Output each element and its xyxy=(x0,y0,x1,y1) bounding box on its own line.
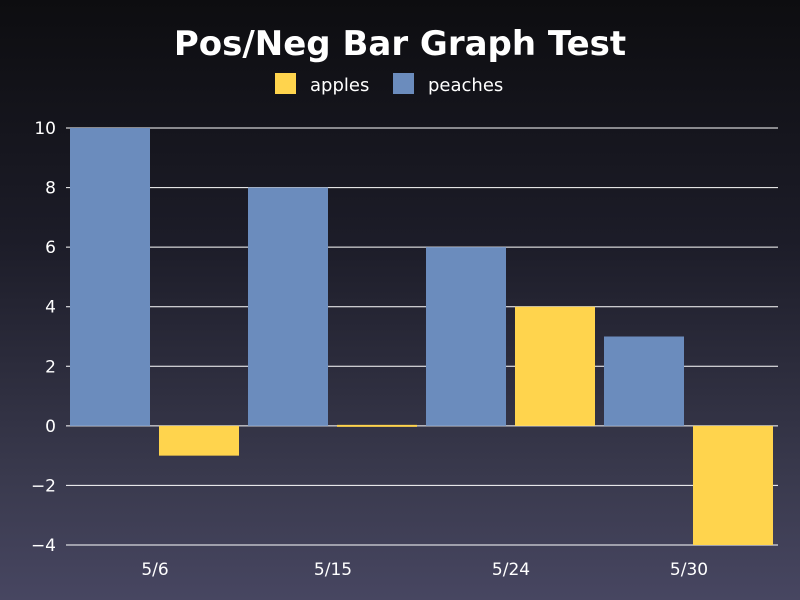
x-tick-label: 5/24 xyxy=(492,560,530,580)
legend-label-peaches: peaches xyxy=(428,75,503,96)
bar-peaches-5-6 xyxy=(70,128,150,426)
x-tick-label: 5/15 xyxy=(314,560,352,580)
y-tick-label: −4 xyxy=(31,536,56,556)
x-axis: 5/6 5/15 5/24 5/30 xyxy=(141,560,708,580)
y-tick-label: 2 xyxy=(45,357,56,377)
bars xyxy=(70,128,773,545)
y-tick-label: 0 xyxy=(45,417,56,437)
bar-peaches-5-24 xyxy=(426,247,506,426)
bar-apples-5-30 xyxy=(693,425,773,545)
bar-apples-5-24 xyxy=(515,306,595,426)
y-tick-label: −2 xyxy=(31,476,56,496)
x-tick-label: 5/6 xyxy=(141,560,168,580)
y-tick-label: 6 xyxy=(45,238,56,258)
legend-swatch-apples xyxy=(275,73,296,94)
x-tick-label: 5/30 xyxy=(670,560,708,580)
y-tick-label: 10 xyxy=(34,119,56,139)
chart-title: Pos/Neg Bar Graph Test xyxy=(174,24,626,64)
legend-swatch-peaches xyxy=(393,73,414,94)
legend: apples peaches xyxy=(275,73,503,96)
legend-label-apples: apples xyxy=(310,75,369,96)
bar-apples-5-15 xyxy=(337,424,417,427)
bar-peaches-5-15 xyxy=(248,187,328,426)
y-axis: 10 8 6 4 2 0 −2 −4 xyxy=(31,119,56,556)
y-tick-label: 4 xyxy=(45,298,56,318)
bar-apples-5-6 xyxy=(159,425,239,456)
y-tick-label: 8 xyxy=(45,179,56,199)
bar-peaches-5-30 xyxy=(604,336,684,426)
